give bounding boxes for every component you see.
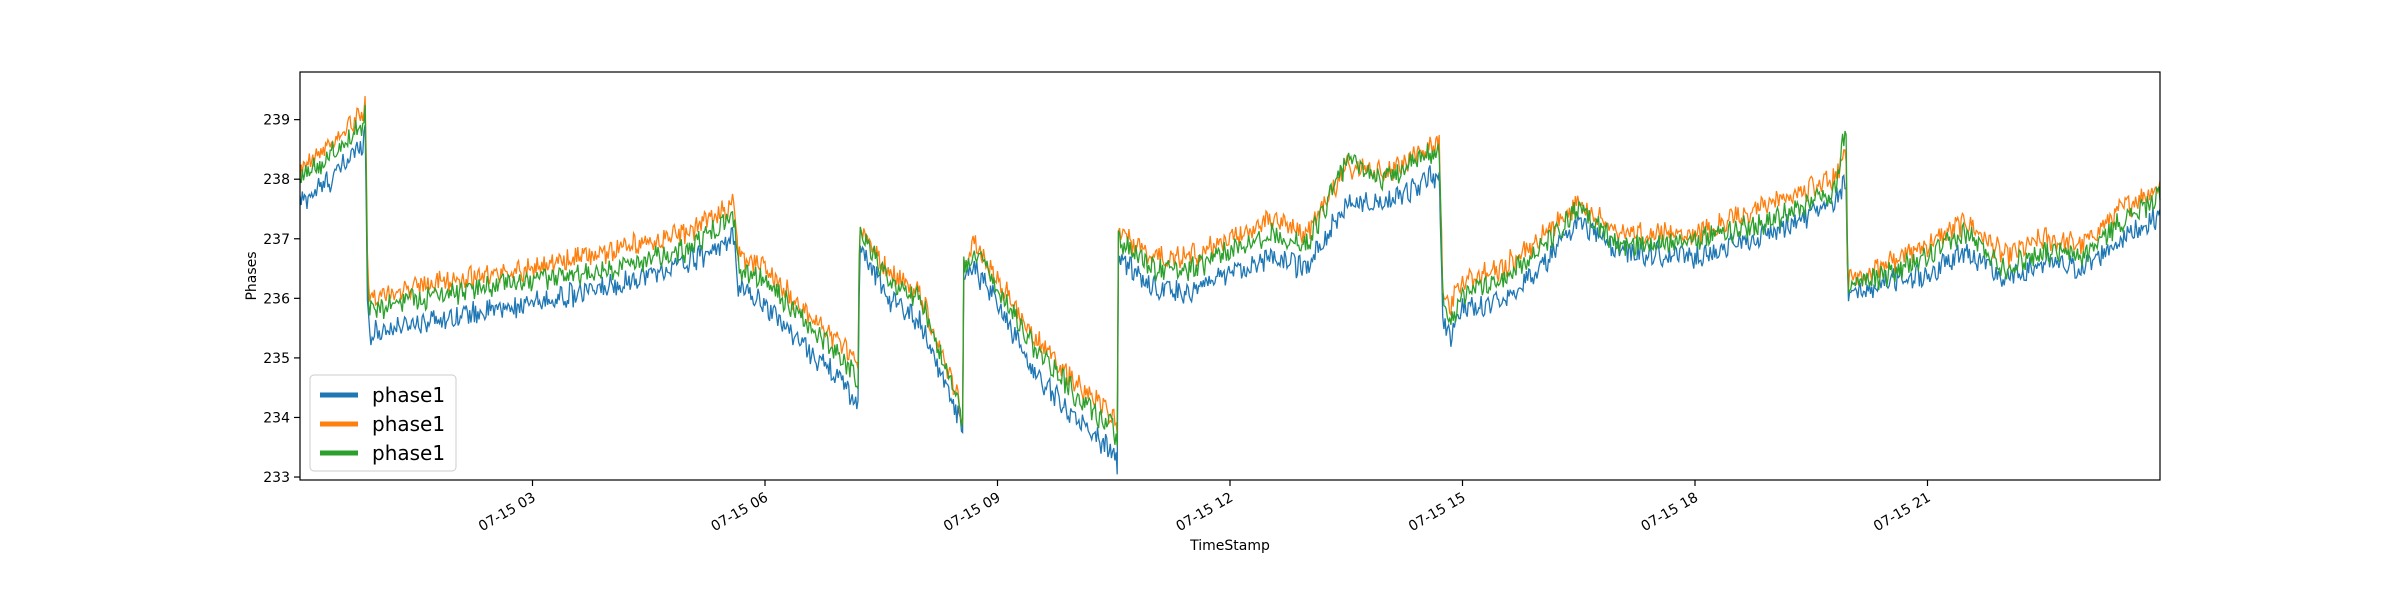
legend-box <box>309 374 457 472</box>
series-line-1 <box>299 124 2161 475</box>
legend-label: phase1 <box>372 441 445 465</box>
series-line-3 <box>299 104 2161 447</box>
series-layer <box>299 96 2161 475</box>
x-tick-label: 07-15 21 <box>1871 490 1934 535</box>
y-tick-label: 239 <box>263 113 290 129</box>
legend: phase1 phase1 phase1 <box>309 374 457 472</box>
y-tick-label: 234 <box>263 410 290 426</box>
series-line-2 <box>299 96 2161 434</box>
legend-label: phase1 <box>372 383 445 407</box>
x-tick-label: 07-15 15 <box>1406 490 1469 535</box>
y-tick-label: 233 <box>263 470 290 486</box>
y-tick-label: 236 <box>263 291 290 307</box>
x-axis-label: TimeStamp <box>1189 538 1270 554</box>
y-axis-label: Phases <box>244 251 260 300</box>
y-tick-label: 237 <box>263 232 290 248</box>
x-tick-label: 07-15 18 <box>1638 490 1701 535</box>
legend-label: phase1 <box>372 412 445 436</box>
x-axis: 07-15 03 07-15 06 07-15 09 07-15 12 07-15 15… <box>476 480 1934 535</box>
x-tick-label: 07-15 03 <box>476 490 539 535</box>
y-tick-label: 238 <box>263 172 290 188</box>
y-axis: 233 234 235 236 237 238 239 <box>263 113 300 486</box>
x-tick-label: 07-15 12 <box>1173 490 1236 535</box>
x-tick-label: 07-15 06 <box>708 490 771 535</box>
y-tick-label: 235 <box>263 351 290 367</box>
x-tick-label: 07-15 09 <box>941 490 1004 535</box>
